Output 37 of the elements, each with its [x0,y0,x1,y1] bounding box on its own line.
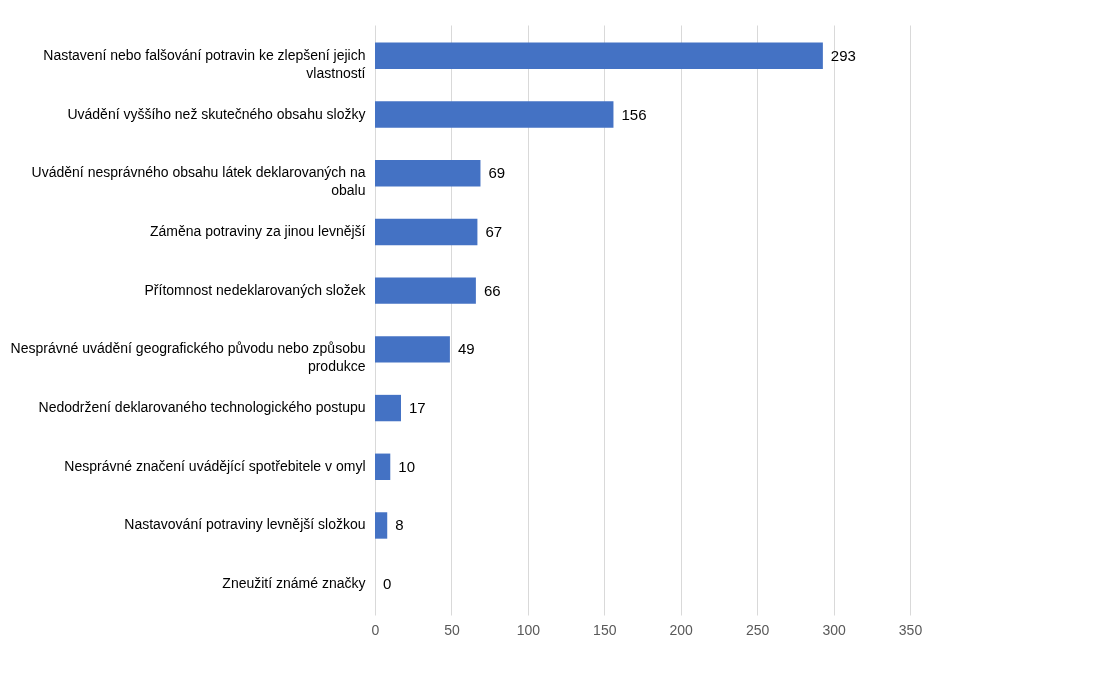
bar [375,512,388,539]
bar [375,218,478,246]
y-tick-label: Nastavování potraviny levnější složkou [124,516,366,533]
y-tick-label: Zneužití známé značky [222,575,366,592]
x-tick-label: 200 [669,621,694,638]
data-label: 66 [483,281,501,299]
bar [375,277,476,304]
y-tick-label: Přítomnost nedeklarovaných složek [144,281,367,298]
y-tick-label: Nedodržení deklarovaného technologického postupu [38,399,366,416]
bar [375,42,823,70]
x-tick-label: 150 [593,621,617,638]
y-tick-label: Nesprávné značení uvádějící spotřebitele v omyl [64,457,366,474]
data-label: 17 [408,399,426,417]
x-tick-label: 0 [371,621,380,638]
y-tick-label: Uvádění nesprávného obsahu látek deklarovaných na obalu [31,164,366,199]
x-tick-label: 50 [444,621,460,638]
x-tick-label: 250 [745,621,770,638]
data-label: 69 [488,164,506,182]
y-tick-label: Nastavení nebo falšování potravin ke zlepšení jejich vlastností [43,46,366,81]
bar [375,336,450,363]
data-label: 10 [398,457,415,475]
y-tick-label: Uvádění vyššího než skutečného obsahu složky [67,105,366,122]
data-label: 156 [621,105,647,123]
data-label: 0 [383,575,392,593]
data-label: 49 [457,340,475,358]
bar [375,453,391,480]
bar [375,394,401,422]
x-tick-label: 300 [822,621,846,638]
data-label: 293 [830,46,856,64]
x-tick-label: 100 [516,621,541,638]
data-label: 67 [485,222,503,240]
bar [375,101,614,128]
y-tick-label: Nesprávné uvádění geografického původu nebo způsobu produkce [10,340,366,375]
y-tick-label: Záměna potraviny za jinou levnější [149,222,366,239]
x-tick-label: 350 [898,621,923,638]
data-label: 8 [395,516,404,534]
bar [375,160,481,187]
